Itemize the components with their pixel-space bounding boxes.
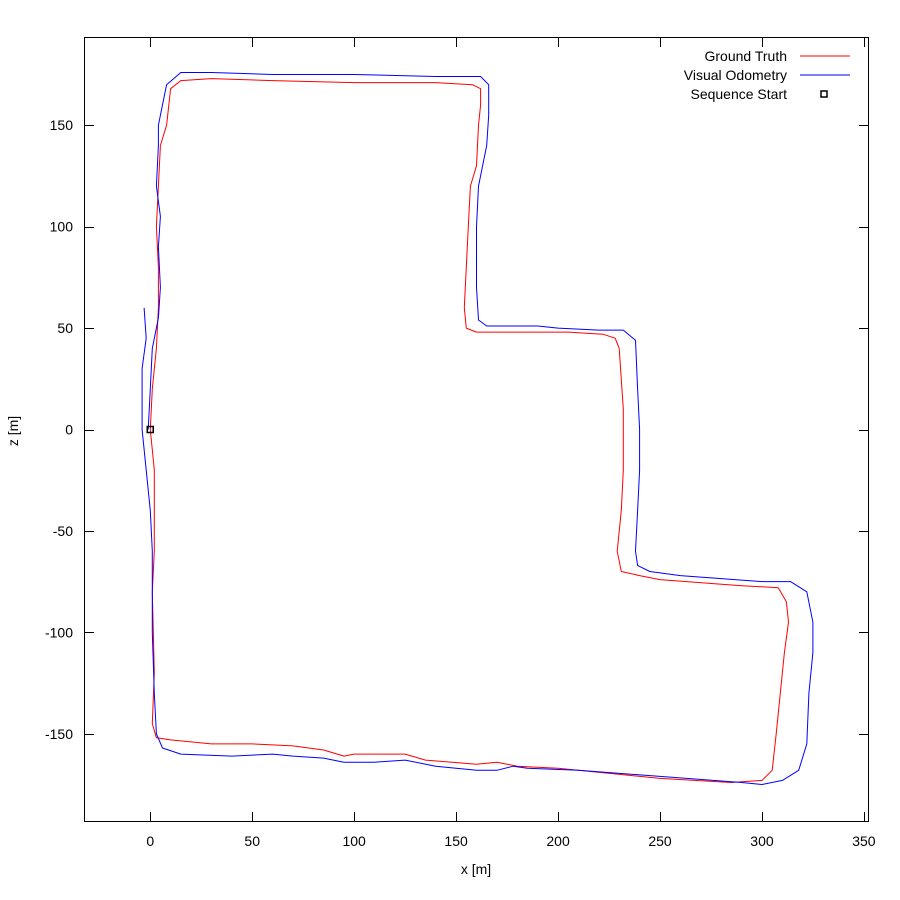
- x-tick-label: 150: [444, 833, 468, 849]
- y-tick-label: -50: [53, 523, 73, 539]
- x-axis-label: x [m]: [461, 861, 491, 877]
- x-tick-label: 200: [546, 833, 570, 849]
- y-tick-label: -150: [45, 726, 73, 742]
- x-tick-label: 250: [648, 833, 672, 849]
- legend-label-ground-truth: Ground Truth: [705, 48, 788, 64]
- y-axis-label: z [m]: [5, 416, 21, 446]
- x-tick-label: 300: [750, 833, 774, 849]
- legend: Ground Truth Visual Odometry Sequence St…: [684, 48, 850, 102]
- x-tick-label: 50: [244, 833, 260, 849]
- y-tick-label: -100: [45, 624, 73, 640]
- ground-truth-line: [149, 78, 789, 783]
- ticks-layer: 0 50 100 150 200 250 300 350 -150 -100 -50 0 50 100 15…: [45, 38, 876, 849]
- legend-marker-sequence-start: [820, 90, 828, 98]
- legend-label-visual-odometry: Visual Odometry: [684, 67, 787, 83]
- data-layer: [141, 72, 814, 785]
- y-tick-label: 100: [50, 219, 74, 235]
- visual-odometry-line: [141, 72, 814, 785]
- x-tick-label: 100: [342, 833, 366, 849]
- sequence-start-marker: [146, 425, 154, 434]
- x-tick-label: 0: [146, 833, 154, 849]
- plot-frame: [84, 37, 869, 822]
- legend-label-sequence-start: Sequence Start: [690, 86, 787, 102]
- y-tick-label: 0: [65, 422, 73, 438]
- x-tick-label: 350: [852, 833, 876, 849]
- y-tick-label: 150: [50, 117, 74, 133]
- y-tick-label: 50: [57, 320, 73, 336]
